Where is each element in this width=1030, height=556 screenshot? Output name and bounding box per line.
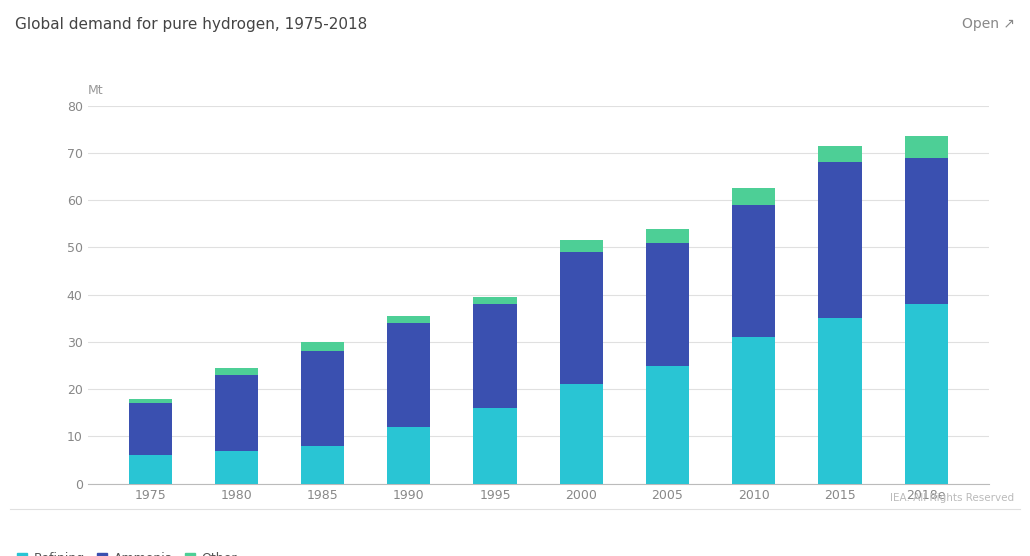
Text: Open ↗: Open ↗ (962, 17, 1015, 31)
Legend: Refining, Ammonia, Other: Refining, Ammonia, Other (18, 552, 237, 556)
Bar (474, 304, 517, 408)
Bar (387, 316, 431, 323)
Text: IEA. All Rights Reserved: IEA. All Rights Reserved (890, 493, 1015, 503)
Bar (129, 399, 172, 404)
Bar (819, 162, 861, 318)
Text: Mt: Mt (88, 85, 103, 97)
Bar (129, 404, 172, 455)
Bar (732, 188, 776, 205)
Bar (819, 318, 861, 484)
Bar (732, 205, 776, 337)
Bar (904, 304, 948, 484)
Bar (215, 375, 258, 450)
Bar (732, 337, 776, 484)
Bar (301, 342, 344, 351)
Bar (646, 366, 689, 484)
Bar (559, 385, 603, 484)
Bar (904, 158, 948, 304)
Bar (387, 427, 431, 484)
Bar (215, 368, 258, 375)
Bar (474, 297, 517, 304)
Bar (301, 351, 344, 446)
Bar (387, 323, 431, 427)
Bar (646, 229, 689, 242)
Bar (819, 146, 861, 162)
Bar (904, 136, 948, 158)
Bar (559, 240, 603, 252)
Text: Global demand for pure hydrogen, 1975-2018: Global demand for pure hydrogen, 1975-20… (15, 17, 368, 32)
Bar (474, 408, 517, 484)
Bar (215, 450, 258, 484)
Bar (559, 252, 603, 385)
Bar (301, 446, 344, 484)
Bar (129, 455, 172, 484)
Bar (646, 242, 689, 366)
